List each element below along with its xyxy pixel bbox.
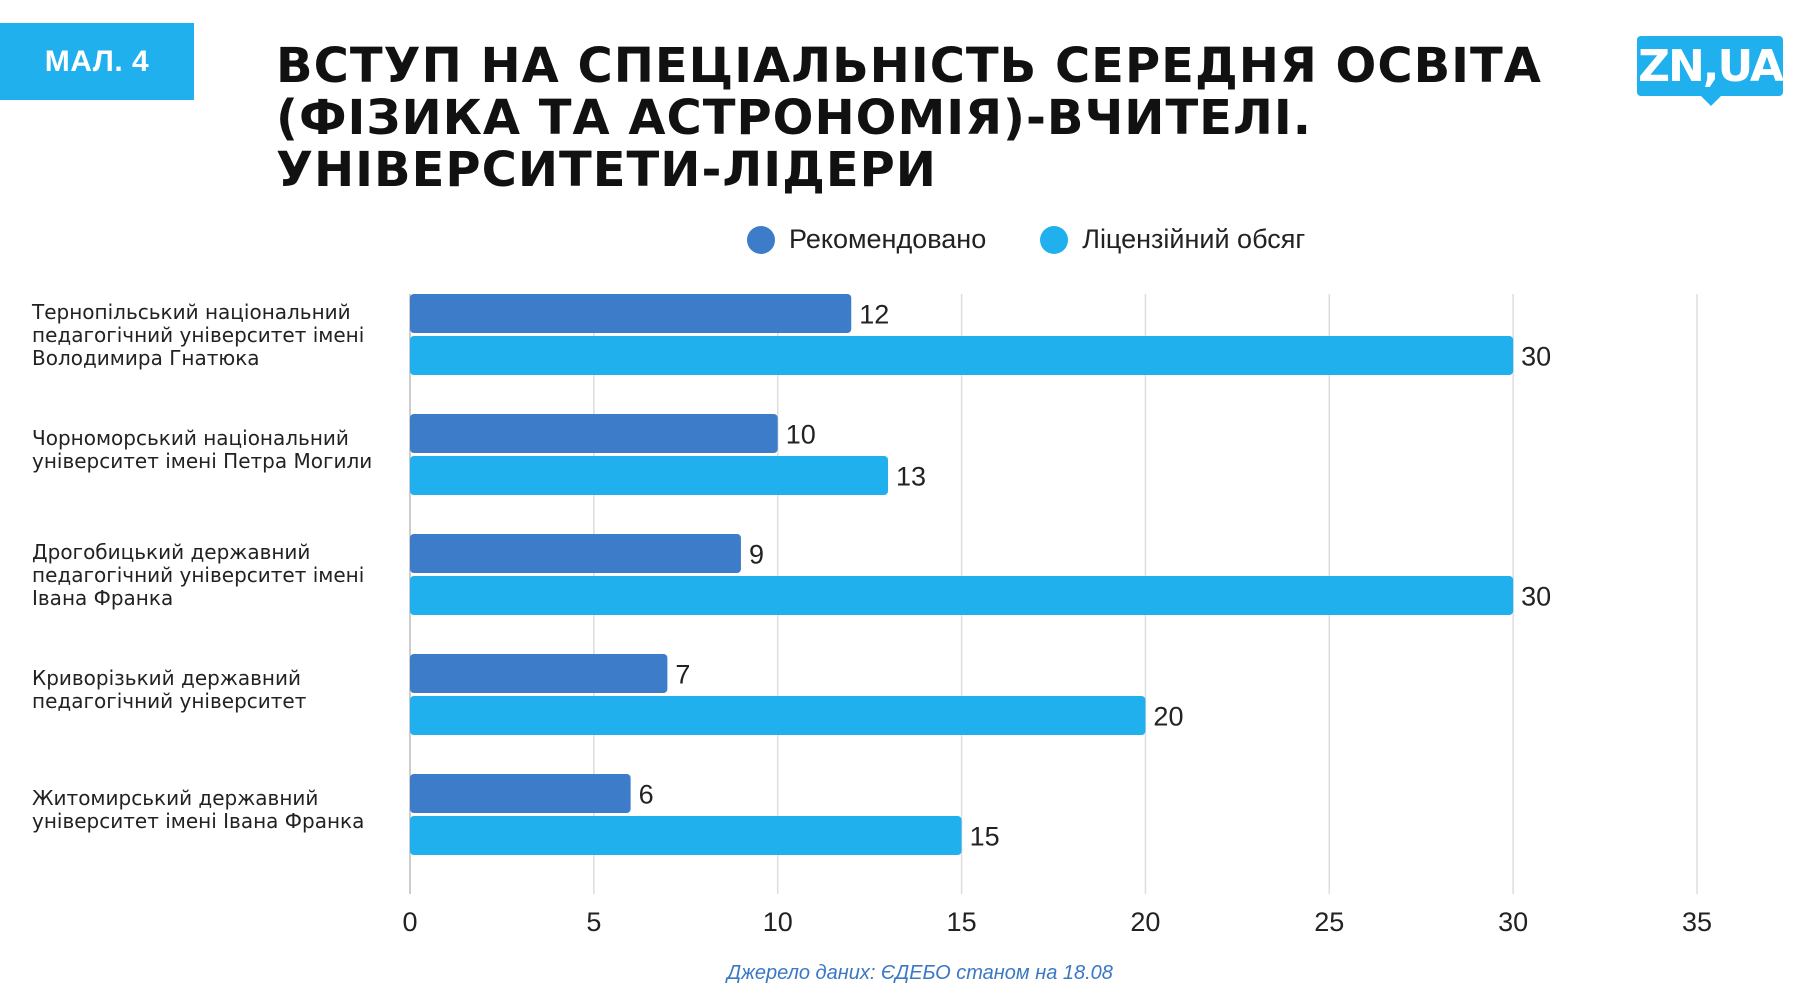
data-label-series1-cat3: 20 [1153,702,1183,732]
category-label-0: Тернопільський національний педагогічний … [32,299,407,370]
category-label-0-line-1: педагогічний університет імені [32,322,365,347]
chart-legend: Рекомендовано Ліцензійний обсяг [747,224,1305,255]
data-label-series0-cat3: 7 [675,660,690,690]
x-tick-label-20: 20 [1130,907,1160,937]
title-line-1: ВСТУП НА СПЕЦІАЛЬНІСТЬ СЕРЕДНЯ ОСВІТА [276,38,1542,94]
legend-item-recommended: Рекомендовано [747,224,986,255]
bar-series1-cat2 [410,576,1514,615]
legend-label-license: Ліцензійний обсяг [1082,224,1306,254]
data-label-series0-cat0: 12 [859,300,889,330]
legend-dot-license [1040,225,1069,254]
legend-dot-recommended [747,225,775,254]
logo-text: ZN,UA [1637,36,1784,96]
title-line-3: УНІВЕРСИТЕТИ-ЛІДЕРИ [276,142,937,198]
category-label-4-line-0: Житомирський державний [32,786,319,810]
category-label-2-line-0: Дрогобицький державний [32,539,311,564]
legend-item-license: Ліцензійний обсяг [1040,224,1305,255]
x-tick-label-35: 35 [1682,907,1712,937]
data-label-series0-cat2: 9 [749,540,764,570]
bar-series0-cat2 [410,534,741,573]
x-tick-label-25: 25 [1314,907,1344,937]
category-label-0-line-2: Володимира Гнатюка [32,345,260,370]
bar-chart: 0 5 10 15 20 25 30 35 12 30 10 13 9 30 7 20 6 15 [402,294,1712,937]
x-tick-label-5: 5 [586,907,601,937]
x-tick-label-0: 0 [402,907,417,937]
category-label-2-line-2: Івана Франка [32,585,174,610]
data-label-series1-cat2: 30 [1521,582,1551,612]
category-label-3-line-1: педагогічний університет [32,689,307,713]
bar-series0-cat1 [410,414,778,453]
category-label-2: Дрогобицький державний педагогічний уніве… [32,539,407,610]
category-label-1: Чорноморський національний університет ім… [32,427,407,473]
data-label-series1-cat0: 30 [1521,342,1551,372]
category-label-3-line-0: Криворізький державний [32,666,301,690]
chart-title: ВСТУП НА СПЕЦІАЛЬНІСТЬ СЕРЕДНЯ ОСВІТА (Ф… [276,40,1606,196]
x-tick-label-15: 15 [947,907,977,937]
logo-speech-tail [1699,94,1723,106]
legend-label-recommended: Рекомендовано [789,224,987,254]
category-label-1-line-0: Чорноморський національний [32,426,349,450]
x-tick-label-10: 10 [763,907,793,937]
figure-badge: МАЛ. 4 [0,23,194,100]
data-label-series1-cat4: 15 [970,822,1000,852]
bar-series1-cat1 [410,456,889,495]
bar-series1-cat3 [410,696,1146,735]
category-label-3: Криворізький державний педагогічний уніве… [32,667,407,713]
title-line-2: (ФІЗИКА ТА АСТРОНОМІЯ)-ВЧИТЕЛІ. [276,90,1312,146]
category-label-2-line-1: педагогічний університет імені [32,562,365,587]
data-label-series0-cat1: 10 [786,420,816,450]
data-label-series0-cat4: 6 [639,780,654,810]
category-label-4: Житомирський державний університет імені … [32,787,407,833]
bar-series0-cat0 [410,294,852,333]
category-label-4-line-1: університет імені Івана Франка [32,809,365,833]
bar-series0-cat4 [410,774,631,813]
category-label-1-line-1: університет імені Петра Могили [32,449,373,473]
data-label-series1-cat1: 13 [896,462,926,492]
x-tick-label-30: 30 [1498,907,1528,937]
bar-series0-cat3 [410,654,668,693]
category-label-0-line-0: Тернопільський національний [32,299,351,324]
bar-series1-cat0 [410,336,1514,375]
data-source: Джерело даних: ЄДЕБО станом на 18.08 [727,962,1113,984]
zn-ua-logo: ZN,UA [1637,36,1784,106]
bar-series1-cat4 [410,816,962,855]
